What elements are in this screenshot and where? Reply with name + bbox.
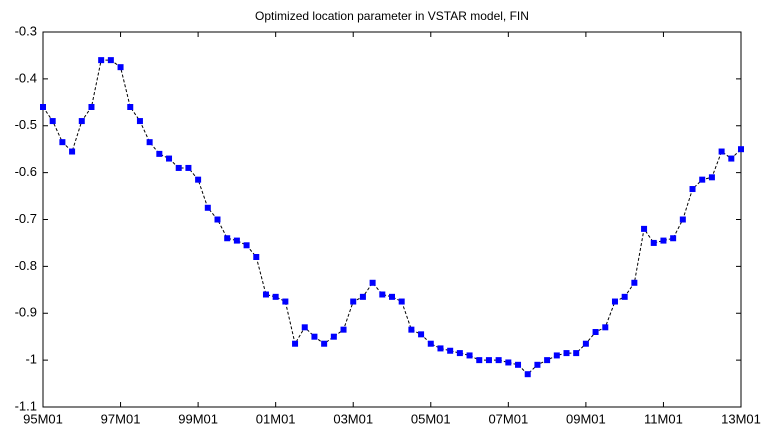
marker bbox=[582, 340, 589, 347]
marker bbox=[699, 176, 706, 183]
marker bbox=[272, 293, 279, 300]
chart-title: Optimized location parameter in VSTAR mo… bbox=[255, 9, 529, 23]
marker bbox=[243, 242, 250, 249]
marker bbox=[466, 352, 473, 359]
marker bbox=[738, 146, 744, 153]
marker bbox=[166, 155, 173, 162]
marker bbox=[107, 57, 114, 64]
marker bbox=[524, 371, 531, 378]
marker bbox=[321, 340, 328, 347]
marker bbox=[641, 225, 648, 232]
x-tick-label: 95M01 bbox=[23, 411, 63, 426]
x-tick-label: 05M01 bbox=[411, 411, 451, 426]
marker bbox=[544, 357, 551, 364]
x-tick-label: 09M01 bbox=[566, 411, 606, 426]
marker bbox=[195, 176, 202, 183]
marker bbox=[718, 148, 725, 155]
marker bbox=[631, 279, 638, 286]
marker bbox=[534, 361, 541, 368]
y-tick-label: -1.1 bbox=[15, 398, 37, 413]
y-tick-label: -0.7 bbox=[15, 211, 37, 226]
x-tick-label: 07M01 bbox=[488, 411, 528, 426]
marker bbox=[660, 237, 667, 244]
y-tick-label: -1 bbox=[25, 352, 37, 367]
marker bbox=[127, 104, 134, 110]
x-tick-label: 13M01 bbox=[721, 411, 761, 426]
marker bbox=[350, 298, 357, 305]
marker bbox=[224, 235, 231, 242]
marker bbox=[485, 357, 492, 364]
marker bbox=[389, 293, 395, 300]
marker bbox=[292, 340, 299, 347]
marker bbox=[136, 118, 143, 125]
marker bbox=[282, 298, 289, 305]
x-tick-label: 97M01 bbox=[101, 411, 141, 426]
marker bbox=[117, 64, 124, 71]
marker bbox=[330, 333, 337, 340]
x-tick-label: 11M01 bbox=[644, 411, 683, 426]
marker bbox=[408, 326, 415, 333]
marker bbox=[262, 291, 269, 298]
marker bbox=[49, 118, 56, 125]
y-tick-label: -0.3 bbox=[15, 23, 37, 38]
y-tick-label: -0.8 bbox=[15, 258, 37, 273]
x-tick-label: 03M01 bbox=[333, 411, 373, 426]
marker bbox=[398, 298, 405, 305]
marker bbox=[679, 216, 686, 223]
marker bbox=[592, 329, 599, 335]
marker bbox=[418, 331, 425, 338]
marker bbox=[301, 324, 308, 331]
marker bbox=[689, 186, 696, 193]
marker bbox=[505, 359, 512, 366]
marker bbox=[146, 139, 153, 146]
marker bbox=[253, 254, 260, 260]
marker bbox=[427, 340, 434, 347]
y-tick-label: -0.6 bbox=[15, 164, 37, 179]
marker bbox=[40, 104, 46, 110]
marker bbox=[708, 174, 715, 181]
marker bbox=[369, 279, 376, 286]
marker bbox=[214, 216, 221, 223]
marker bbox=[650, 239, 657, 246]
marker bbox=[602, 324, 609, 331]
marker bbox=[495, 357, 502, 364]
marker bbox=[204, 204, 211, 211]
marker bbox=[563, 350, 570, 357]
marker bbox=[311, 333, 318, 340]
marker bbox=[611, 298, 618, 305]
marker bbox=[156, 150, 163, 157]
marker bbox=[553, 352, 560, 359]
marker bbox=[573, 350, 580, 357]
marker bbox=[359, 293, 366, 300]
marker bbox=[447, 347, 454, 354]
marker bbox=[437, 345, 444, 352]
marker bbox=[340, 326, 347, 333]
x-tick-label: 99M01 bbox=[178, 411, 218, 426]
marker bbox=[185, 164, 192, 171]
marker bbox=[670, 235, 677, 242]
marker bbox=[621, 293, 628, 300]
marker bbox=[98, 57, 105, 64]
marker bbox=[88, 104, 95, 110]
x-tick-label: 01M01 bbox=[256, 411, 296, 426]
marker bbox=[476, 357, 483, 364]
marker bbox=[69, 148, 76, 155]
y-tick-label: -0.9 bbox=[15, 305, 37, 320]
y-tick-label: -0.5 bbox=[15, 117, 37, 132]
marker bbox=[175, 164, 182, 171]
marker bbox=[456, 350, 463, 357]
y-tick-label: -0.4 bbox=[15, 70, 37, 85]
marker bbox=[59, 139, 66, 146]
marker bbox=[379, 291, 386, 298]
marker bbox=[78, 118, 85, 125]
marker bbox=[515, 361, 522, 368]
marker bbox=[233, 237, 240, 244]
marker bbox=[728, 155, 735, 162]
